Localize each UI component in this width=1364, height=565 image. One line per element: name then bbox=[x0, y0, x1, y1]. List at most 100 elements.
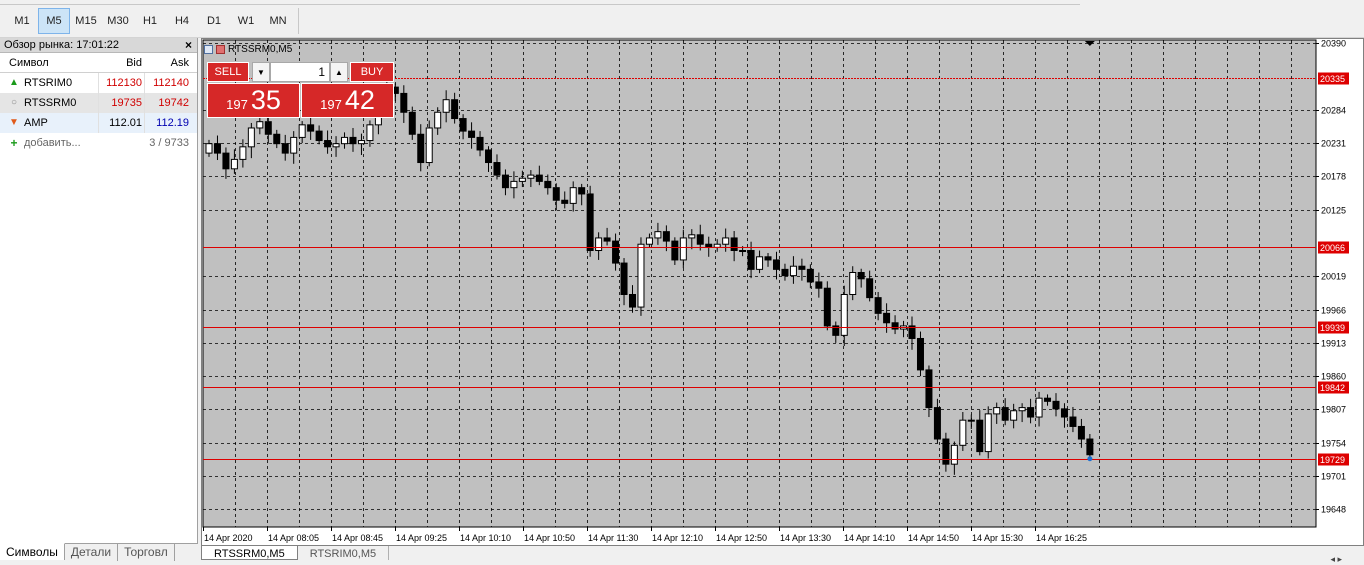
timeframe-m1-button[interactable]: M1 bbox=[14, 15, 30, 27]
candle-bear bbox=[307, 124, 315, 132]
candle-bear bbox=[874, 297, 882, 314]
candle-bear bbox=[417, 133, 425, 164]
timeframe-d1-button[interactable]: D1 bbox=[206, 15, 222, 27]
x-axis-tick-label: 14 Apr 14:50 bbox=[908, 533, 959, 543]
candle-bear bbox=[832, 325, 840, 336]
tab-details[interactable]: Детали bbox=[65, 544, 119, 561]
y-axis-tick-label: 20019 bbox=[1321, 272, 1346, 282]
timeframe-m30-button[interactable]: M30 bbox=[107, 15, 129, 27]
price-chart[interactable]: 20390 20284 20231 20178 20125 20019 19966 19913… bbox=[202, 39, 1363, 545]
close-icon[interactable]: × bbox=[184, 38, 192, 52]
symbol-row[interactable]: ○ RTSSRM0 19735 19742 bbox=[0, 93, 197, 113]
resize-grip-icon[interactable]: ◂ ▸ bbox=[1330, 554, 1342, 564]
candle-bull bbox=[425, 127, 433, 164]
column-header-ask[interactable]: Ask bbox=[170, 57, 189, 69]
candle-bull bbox=[205, 143, 213, 154]
x-axis-tick-label: 14 Apr 12:10 bbox=[652, 533, 703, 543]
candle-bull bbox=[239, 146, 247, 160]
sell-button[interactable]: SELL bbox=[207, 62, 249, 82]
timeframe-mn-button[interactable]: MN bbox=[269, 15, 287, 27]
candle-bull bbox=[645, 237, 653, 245]
symbol-row[interactable]: ▼ AMP 112.01 112.19 bbox=[0, 113, 197, 133]
price-level-label: 19729 bbox=[1320, 455, 1345, 465]
tab-chart-rtsrim0[interactable]: RTSRIM0,M5 bbox=[298, 546, 390, 560]
timeframe-h4-button[interactable]: H4 bbox=[174, 15, 190, 27]
candle-bull bbox=[290, 136, 298, 154]
candle-bear bbox=[747, 250, 755, 270]
candle-bull bbox=[1035, 397, 1043, 418]
volume-down-button[interactable]: ▼ bbox=[252, 62, 270, 82]
x-axis-tick-label: 14 Apr 10:10 bbox=[460, 533, 511, 543]
candle-bear bbox=[1044, 397, 1052, 402]
candle-bull bbox=[849, 272, 857, 295]
timeframe-m5-button[interactable]: M5 bbox=[38, 8, 70, 34]
y-axis-tick-label: 20390 bbox=[1321, 39, 1346, 49]
volume-up-button[interactable]: ▲ bbox=[330, 62, 348, 82]
candle-bear bbox=[1001, 407, 1009, 421]
candle-bear bbox=[908, 325, 916, 339]
add-symbol-row[interactable]: + добавить... 3 / 9733 bbox=[0, 133, 197, 153]
candle-bull bbox=[1018, 407, 1026, 412]
market-watch-title: Обзор рынка: 17:01:22 bbox=[4, 39, 120, 51]
chart-window[interactable]: 20390 20284 20231 20178 20125 20019 19966 19913… bbox=[201, 38, 1364, 546]
price-level-label-bg bbox=[1318, 72, 1349, 85]
chart-title-bar: RTSSRM0,M5 bbox=[204, 44, 292, 55]
tab-symbols[interactable]: Символы bbox=[0, 543, 65, 560]
candle-bear bbox=[798, 265, 806, 270]
candle-bull bbox=[984, 413, 992, 453]
candle-bear bbox=[578, 187, 586, 195]
candle-bear bbox=[315, 130, 323, 142]
symbol-name: RTSSRM0 bbox=[24, 97, 77, 109]
candle-bear bbox=[349, 136, 357, 145]
symbol-row[interactable]: ▲ RTSRIM0 112130 112140 bbox=[0, 73, 197, 93]
price-level-label: 20335 bbox=[1320, 74, 1345, 84]
plot-area bbox=[202, 39, 1317, 528]
volume-input[interactable]: 1 bbox=[270, 62, 330, 82]
buy-price-pips: 42 bbox=[344, 85, 375, 115]
column-header-bid[interactable]: Bid bbox=[126, 57, 142, 69]
candle-bull bbox=[993, 407, 1001, 415]
candle-bear bbox=[451, 99, 459, 120]
tab-trading[interactable]: Торговл bbox=[118, 544, 175, 561]
y-axis-tick-label: 19648 bbox=[1321, 505, 1346, 515]
candle-bull bbox=[688, 234, 696, 239]
timeframe-w1-button[interactable]: W1 bbox=[237, 15, 255, 27]
timeframe-h1-button[interactable]: H1 bbox=[142, 15, 158, 27]
price-level-label-bg bbox=[1318, 321, 1349, 334]
candle-bear bbox=[281, 143, 289, 154]
buy-button[interactable]: BUY bbox=[350, 62, 394, 82]
x-axis-tick-label: 14 Apr 08:05 bbox=[268, 533, 319, 543]
price-level-label-bg bbox=[1318, 381, 1349, 394]
candle-bear bbox=[883, 312, 891, 324]
column-header-symbol[interactable]: Символ bbox=[9, 56, 49, 69]
candle-bear bbox=[264, 121, 272, 135]
plus-icon: + bbox=[10, 136, 18, 150]
candle-bull bbox=[756, 256, 764, 270]
ask-value: 112140 bbox=[144, 73, 193, 93]
x-axis-tick-label: 14 Apr 11:30 bbox=[588, 533, 638, 543]
candle-bull bbox=[434, 111, 442, 129]
arrow-down-icon: ▼ bbox=[9, 117, 19, 128]
candle-bull bbox=[739, 250, 747, 253]
ask-value: 112.19 bbox=[144, 113, 193, 133]
buy-price-button[interactable]: 197 42 bbox=[301, 83, 394, 118]
price-level-label-bg bbox=[1318, 453, 1349, 466]
x-axis-tick-label: 14 Apr 10:50 bbox=[524, 533, 575, 543]
y-axis-tick-label: 19807 bbox=[1321, 405, 1346, 415]
candle-bear bbox=[1060, 408, 1068, 418]
tab-chart-rtssrm0[interactable]: RTSSRM0,M5 bbox=[201, 546, 298, 560]
candle-bear bbox=[891, 322, 899, 330]
candle-bear bbox=[781, 268, 789, 277]
y-axis-tick-label: 20125 bbox=[1321, 206, 1346, 216]
symbol-name: AMP bbox=[24, 117, 48, 129]
market-watch-titlebar: Обзор рынка: 17:01:22 × bbox=[0, 38, 197, 53]
candle-bear bbox=[273, 133, 281, 145]
add-symbol-label: добавить... bbox=[24, 137, 81, 149]
sell-price-button[interactable]: 197 35 bbox=[207, 83, 300, 118]
bid-value: 19735 bbox=[98, 93, 144, 113]
timeframe-m15-button[interactable]: M15 bbox=[75, 15, 97, 27]
candle-bear bbox=[705, 243, 713, 248]
toolbar-strip bbox=[0, 0, 1080, 5]
y-axis-tick-label: 19701 bbox=[1321, 472, 1346, 482]
chart-tabs: RTSSRM0,M5 RTSRIM0,M5 ◂ ▸ bbox=[201, 546, 1364, 564]
